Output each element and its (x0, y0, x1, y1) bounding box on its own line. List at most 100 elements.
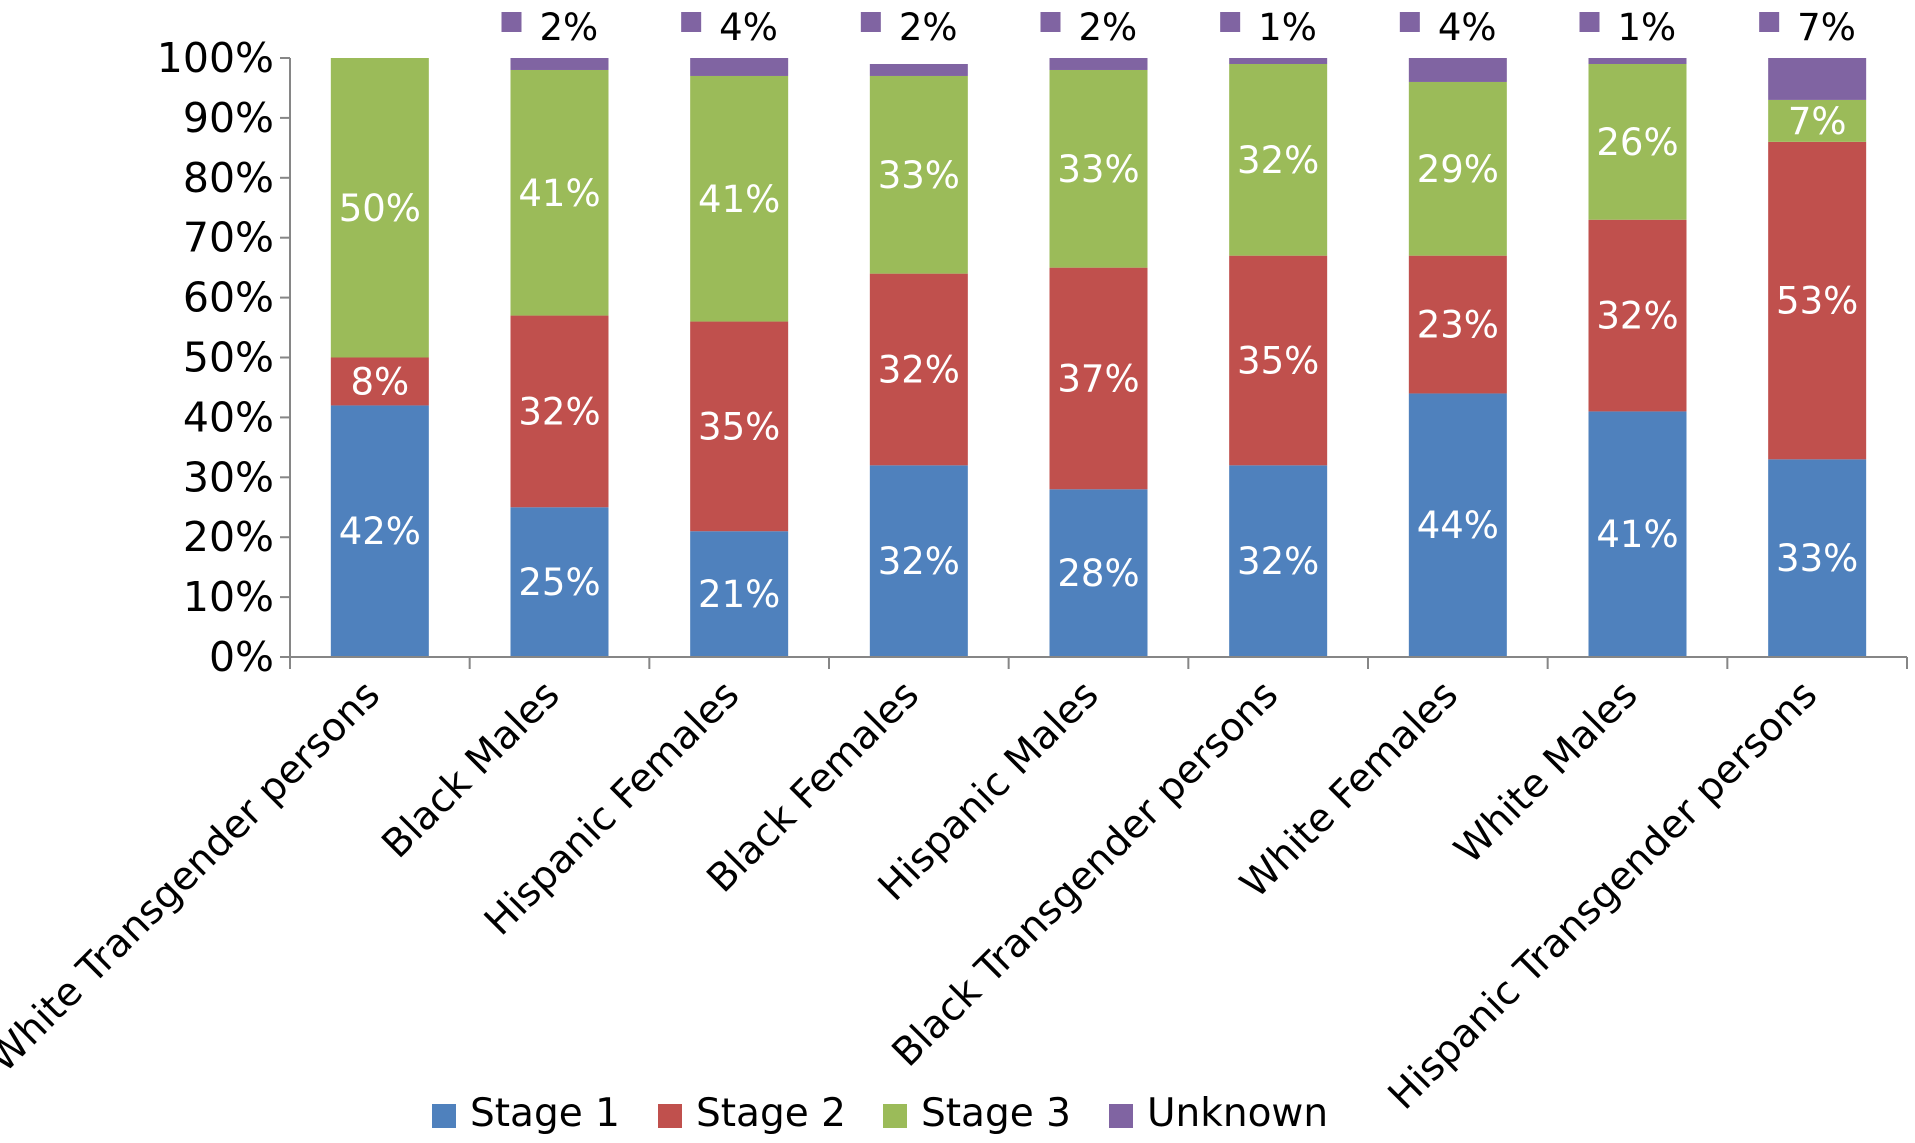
bar-stage-3-black-females (869, 75, 968, 274)
bar-stage-1-black-females (869, 465, 968, 657)
data-label-stage-1: 33% (1776, 537, 1858, 580)
y-tick-label: 70% (183, 214, 274, 262)
bar-stage-2-hispanic-females (690, 321, 789, 532)
y-tick-label: 80% (183, 154, 274, 202)
bar-stage-1-black-males (510, 507, 609, 657)
data-label-stage-3: 32% (1237, 139, 1319, 182)
bar-stage-1-white-transgender-persons (330, 405, 429, 657)
bar-unknown-black-transgender-persons (1229, 58, 1328, 64)
data-label-stage-2: 53% (1776, 280, 1858, 323)
data-label-stage-1: 32% (1237, 540, 1319, 583)
data-label-stage-2: 23% (1417, 304, 1499, 347)
data-label-stage-3: 33% (1057, 148, 1139, 191)
bar-stage-1-white-females (1408, 393, 1507, 657)
bar-stage-3-hispanic-males (1049, 69, 1148, 268)
bar-stage-3-black-transgender-persons (1229, 63, 1328, 256)
bar-unknown-hispanic-transgender-persons (1768, 58, 1867, 100)
data-label-stage-1: 28% (1057, 552, 1139, 595)
data-label-stage-1: 42% (339, 510, 421, 553)
bar-stage-3-white-males (1588, 63, 1687, 220)
x-category-label: White Transgender persons (0, 672, 389, 1081)
unknown-label-marker (1579, 12, 1600, 32)
x-category-label: White Males (1446, 672, 1646, 872)
data-label-stage-3: 50% (339, 187, 421, 230)
y-tick-label: 50% (183, 334, 274, 382)
bar-stage-3-hispanic-transgender-persons (1768, 99, 1867, 142)
data-label-stage-2: 32% (1596, 295, 1678, 338)
y-tick-label: 60% (183, 274, 274, 322)
data-label-stage-3: 33% (878, 154, 960, 197)
legend-swatch-unknown (1109, 1104, 1133, 1128)
bar-stage-2-white-females (1408, 255, 1507, 394)
bar-stage-1-hispanic-males (1049, 489, 1148, 657)
legend-label-stage-2: Stage 2 (696, 1091, 846, 1136)
y-tick-label: 0% (209, 633, 274, 681)
unknown-label-marker (860, 12, 881, 32)
bar-unknown-black-females (869, 63, 968, 76)
legend-swatch-stage-2 (658, 1104, 682, 1128)
bar-stage-2-hispanic-transgender-persons (1768, 141, 1867, 460)
bar-stage-1-white-males (1588, 411, 1687, 657)
legend-label-stage-1: Stage 1 (470, 1091, 620, 1136)
y-tick-label: 10% (183, 573, 274, 621)
y-tick-label: 100% (157, 34, 274, 82)
bars-group (330, 58, 1867, 657)
data-label-stage-2: 8% (350, 360, 409, 403)
unknown-label-marker (501, 12, 522, 32)
bar-stage-2-black-males (510, 315, 609, 508)
bar-unknown-hispanic-females (690, 58, 789, 76)
unknown-label-marker (1040, 12, 1061, 32)
unknown-label-marker (1399, 12, 1420, 32)
data-label-stage-1: 25% (518, 561, 600, 604)
bar-stage-2-white-transgender-persons (330, 357, 429, 406)
bar-unknown-white-males (1588, 58, 1687, 64)
data-label-unknown: 2% (899, 6, 958, 49)
data-label-stage-3: 7% (1788, 100, 1847, 143)
data-label-stage-1: 32% (878, 540, 960, 583)
unknown-label-marker (681, 12, 702, 32)
data-label-stage-2: 37% (1057, 357, 1139, 400)
data-label-stage-3: 26% (1596, 121, 1678, 164)
legend-swatch-stage-1 (432, 1104, 456, 1128)
legend-label-unknown: Unknown (1147, 1091, 1328, 1136)
legend: Stage 1 Stage 2 Stage 3 Unknown (432, 1091, 1328, 1136)
bar-stage-1-hispanic-females (690, 531, 789, 657)
bar-stage-2-white-males (1588, 219, 1687, 412)
data-label-unknown: 4% (1438, 6, 1497, 49)
data-label-unknown: 2% (1079, 6, 1138, 49)
data-label-stage-3: 41% (518, 172, 600, 215)
data-label-stage-3: 41% (698, 178, 780, 221)
data-label-stage-3: 29% (1417, 148, 1499, 191)
bar-stage-2-hispanic-males (1049, 267, 1148, 490)
bar-unknown-white-females (1408, 58, 1507, 82)
y-tick-label: 30% (183, 453, 274, 501)
y-tick-label: 40% (183, 393, 274, 441)
data-label-stage-2: 32% (878, 348, 960, 391)
bar-stage-3-black-males (510, 69, 609, 316)
bar-stage-2-black-females (869, 273, 968, 466)
bar-stage-3-white-females (1408, 81, 1507, 256)
unknown-label-marker (1759, 12, 1780, 32)
bar-stage-3-hispanic-females (690, 75, 789, 322)
bar-stage-2-black-transgender-persons (1229, 255, 1328, 466)
bar-stage-1-hispanic-transgender-persons (1768, 459, 1867, 657)
data-label-unknown: 4% (719, 6, 778, 49)
y-tick-label: 20% (183, 513, 274, 561)
data-label-unknown: 1% (1618, 6, 1677, 49)
y-tick-label: 90% (183, 94, 274, 142)
data-label-unknown: 7% (1797, 6, 1856, 49)
x-category-label: Black Males (374, 672, 569, 867)
legend-swatch-stage-3 (883, 1104, 907, 1128)
data-label-stage-1: 21% (698, 573, 780, 616)
data-label-unknown: 2% (540, 6, 599, 49)
legend-label-stage-3: Stage 3 (921, 1091, 1071, 1136)
x-category-label: Black Transgender persons (884, 672, 1287, 1075)
bar-unknown-black-males (510, 58, 609, 70)
bar-unknown-hispanic-males (1049, 58, 1148, 70)
data-label-stage-1: 44% (1417, 504, 1499, 547)
data-labels-group: 42% 8% 50% 25% 32% 41% 2% 21% 35% 41% 4% 32% 32% 33% 2… (339, 6, 1859, 616)
unknown-label-marker (1220, 12, 1241, 32)
bar-stage-1-black-transgender-persons (1229, 465, 1328, 657)
data-label-stage-2: 32% (518, 390, 600, 433)
